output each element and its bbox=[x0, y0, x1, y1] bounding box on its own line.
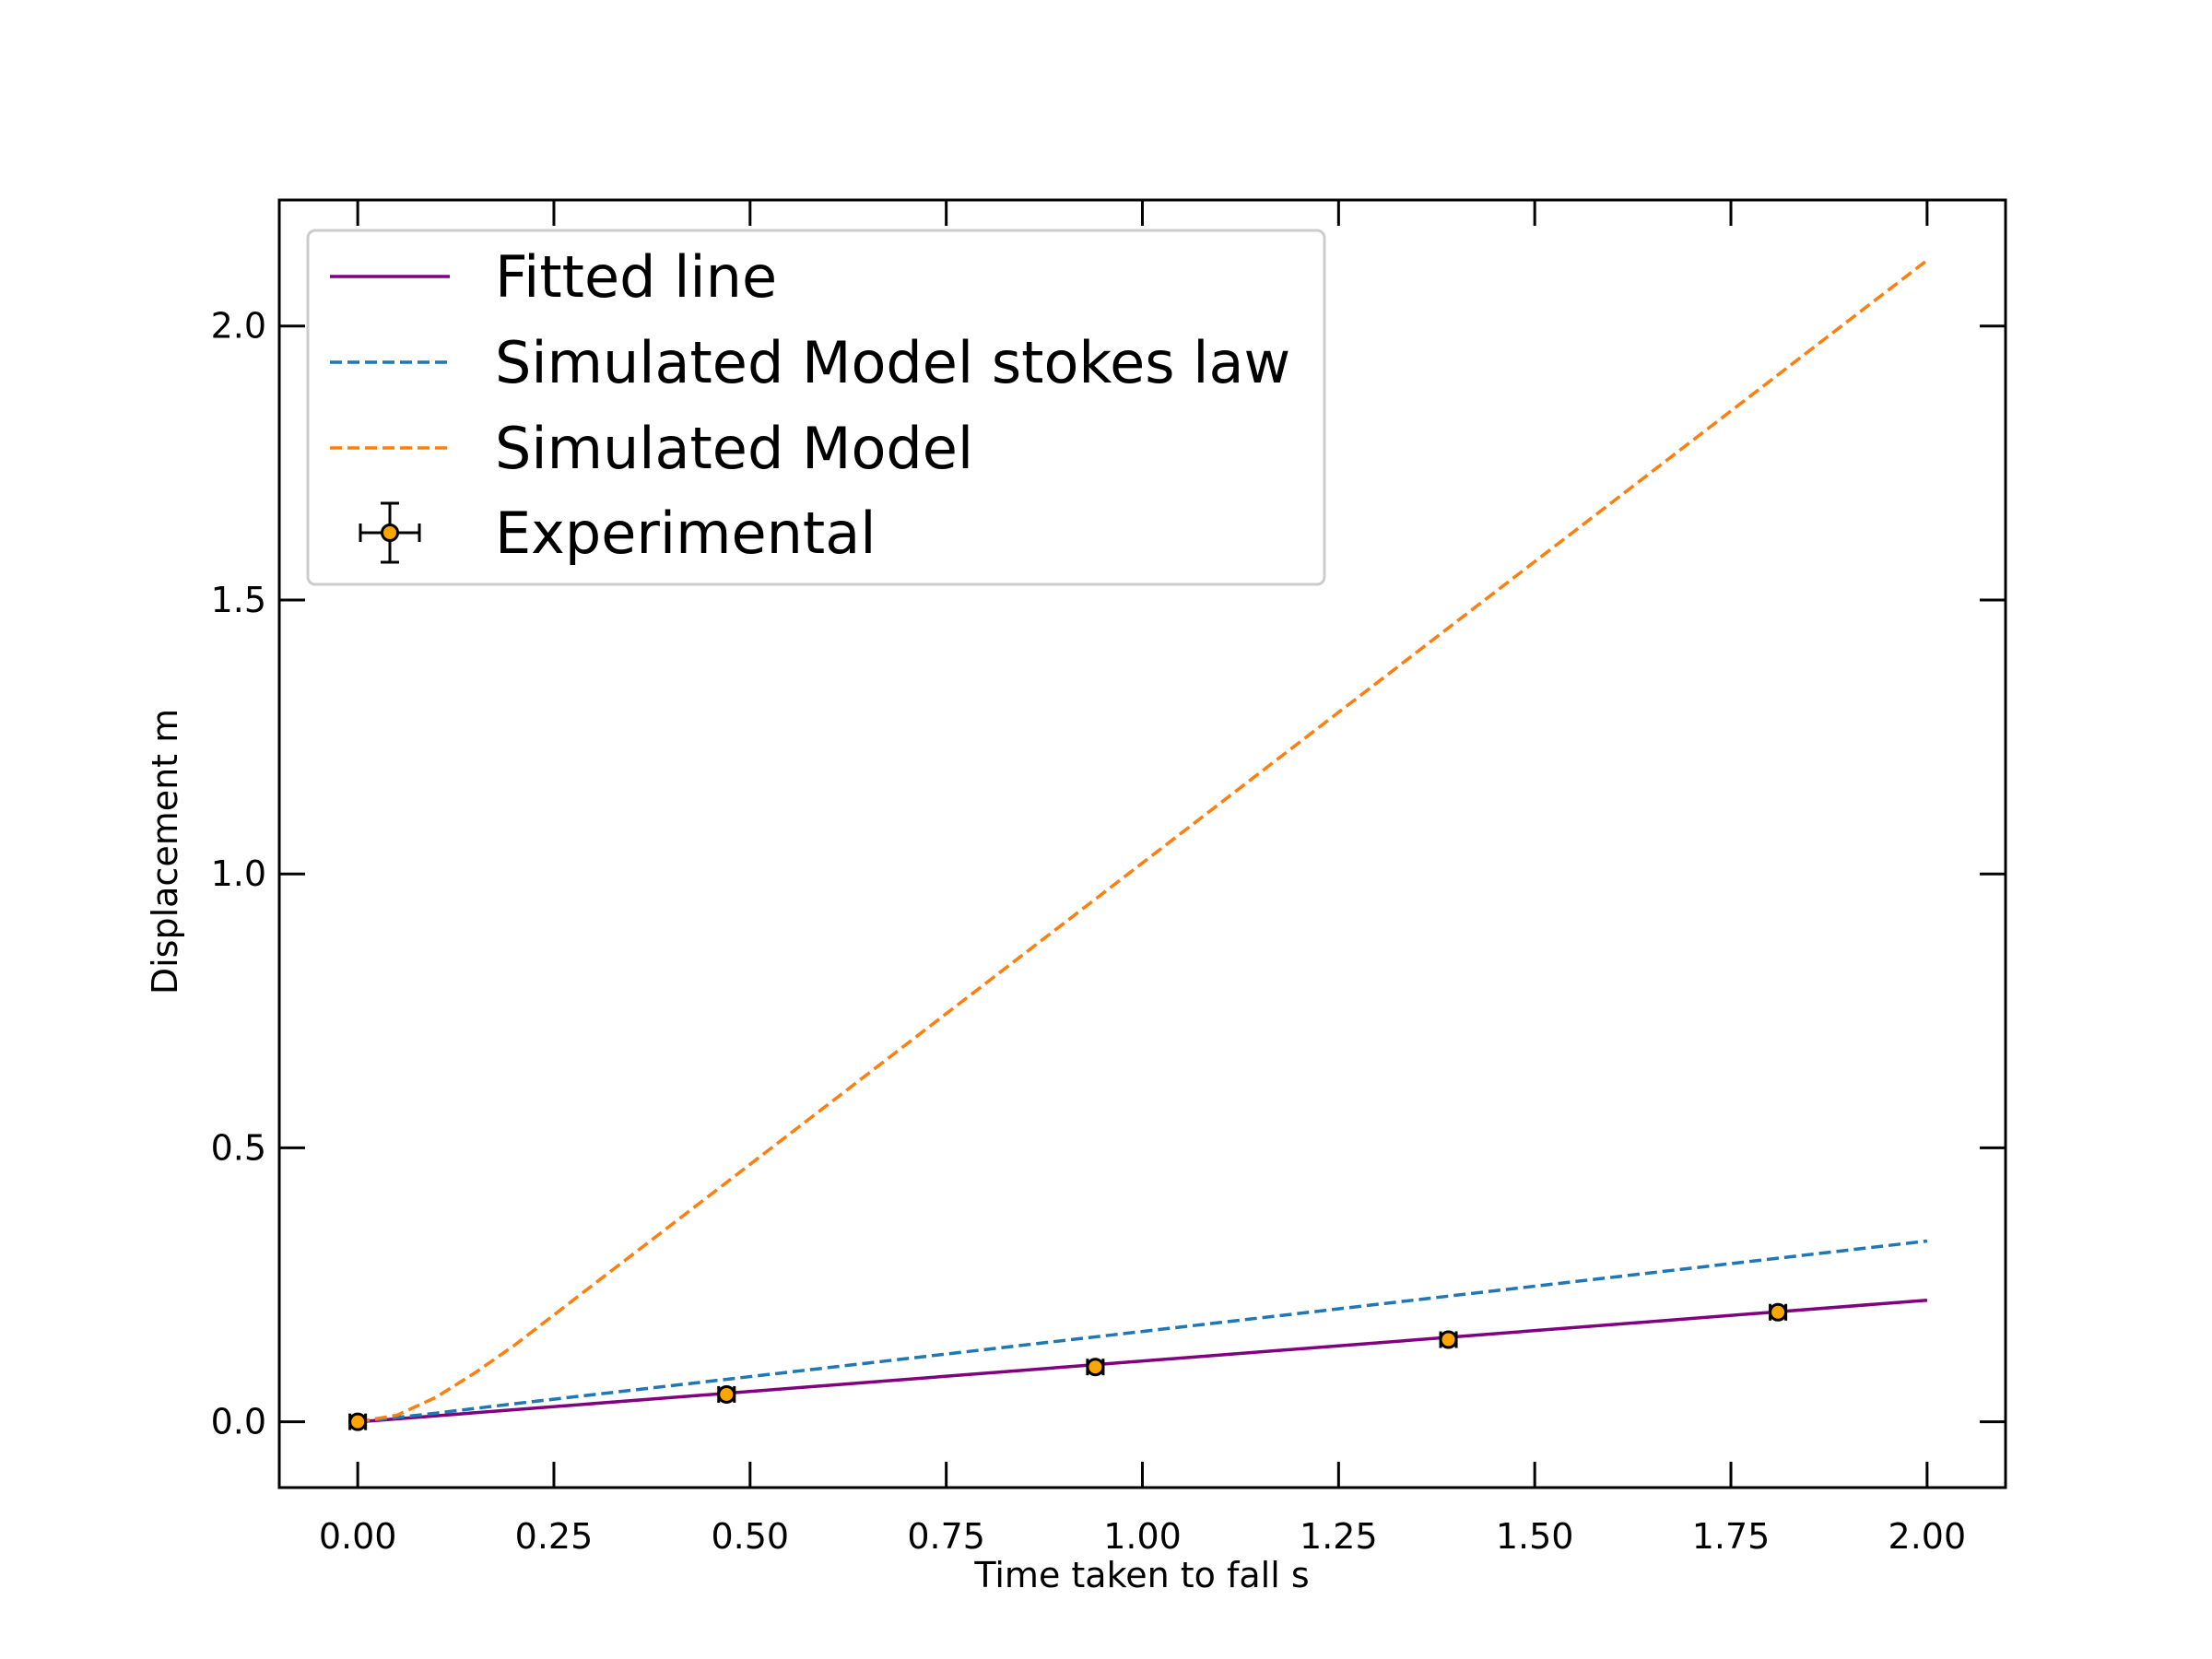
y-axis: 0.0 0.5 1.0 1.5 2.0 bbox=[211, 306, 2006, 1442]
y-tick-label: 1.0 bbox=[211, 853, 266, 894]
x-tick-label: 1.00 bbox=[1103, 1516, 1182, 1557]
experimental-point bbox=[1086, 1358, 1105, 1377]
x-tick-label: 1.50 bbox=[1496, 1516, 1574, 1557]
experimental-marker bbox=[1439, 1330, 1458, 1349]
x-axis: 0.00 0.25 0.50 0.75 1.00 1.25 1.50 1.75 2.00 bbox=[319, 200, 1966, 1557]
legend-label-experimental: Experimental bbox=[495, 500, 876, 567]
legend: Fitted line Simulated Model stokes law Sim… bbox=[306, 229, 1326, 586]
experimental-point bbox=[348, 1412, 368, 1431]
legend-label-fitted-line: Fitted line bbox=[495, 243, 777, 311]
x-tick-label: 0.50 bbox=[712, 1516, 790, 1557]
series-simulated-model-line bbox=[357, 259, 1928, 1424]
legend-frame bbox=[306, 229, 1326, 586]
series-layer bbox=[357, 259, 1928, 1424]
experimental-points bbox=[348, 1302, 1788, 1431]
series-simulated-model-stokes-law-line bbox=[357, 1239, 1928, 1424]
y-tick-label: 2.0 bbox=[211, 306, 266, 347]
legend-label-simulated-model: Simulated Model bbox=[495, 415, 973, 482]
x-axis-label: Time taken to fall s bbox=[973, 1555, 1309, 1595]
x-tick-label: 1.25 bbox=[1300, 1516, 1378, 1557]
experimental-marker bbox=[1769, 1302, 1788, 1322]
x-tick-label: 2.00 bbox=[1888, 1516, 1967, 1557]
experimental-marker bbox=[717, 1384, 736, 1404]
x-tick-label: 0.00 bbox=[319, 1516, 397, 1557]
y-tick-label: 1.5 bbox=[211, 580, 266, 620]
y-axis-label: Displacement m bbox=[145, 709, 185, 994]
x-tick-label: 0.25 bbox=[515, 1516, 594, 1557]
experimental-marker bbox=[1086, 1358, 1105, 1377]
x-tick-label: 1.75 bbox=[1692, 1516, 1771, 1557]
legend-label-simulated-model-stokes-law: Simulated Model stokes law bbox=[495, 329, 1290, 396]
y-tick-label: 0.5 bbox=[211, 1127, 266, 1168]
experimental-point bbox=[1439, 1330, 1458, 1349]
experimental-point bbox=[1769, 1302, 1788, 1322]
series-fitted-line-line bbox=[357, 1298, 1928, 1424]
y-tick-label: 0.0 bbox=[211, 1402, 266, 1442]
legend-swatch-experimental bbox=[359, 501, 421, 564]
x-tick-label: 0.75 bbox=[907, 1516, 985, 1557]
experimental-marker bbox=[348, 1412, 368, 1431]
experimental-point bbox=[717, 1384, 736, 1404]
